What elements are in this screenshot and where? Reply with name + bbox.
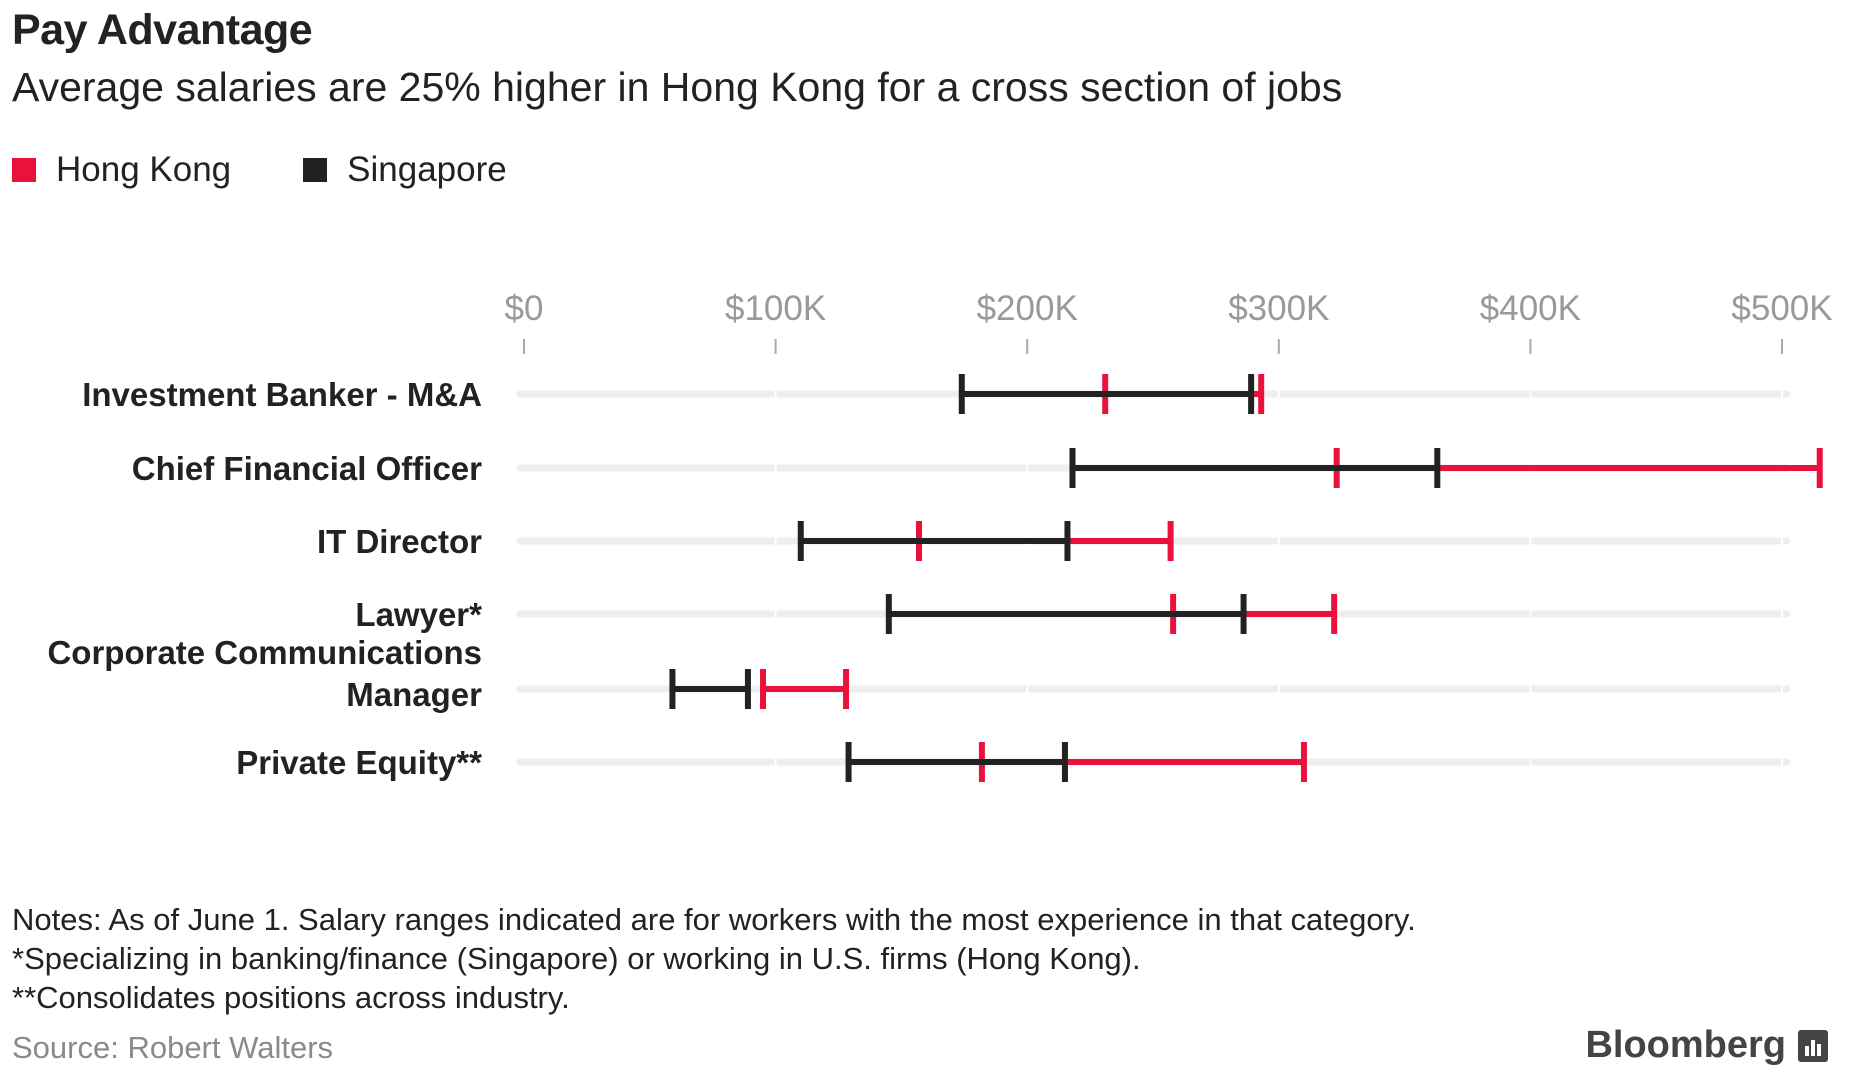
category-label: Investment Banker - M&A [82,376,482,413]
notes: Notes: As of June 1. Salary ranges indic… [12,900,1416,1017]
legend-label-hong-kong: Hong Kong [56,150,232,189]
legend-label-singapore: Singapore [347,150,507,189]
chart-title: Pay Advantage [12,6,313,54]
legend: Hong Kong Singapore [12,150,579,190]
x-tick-label: $0 [505,289,544,328]
chart-subtitle: Average salaries are 25% higher in Hong … [12,64,1343,110]
note-line: **Consolidates positions across industry… [12,980,570,1015]
x-tick-label: $200K [977,289,1078,328]
note-line: *Specializing in banking/finance (Singap… [12,941,1141,976]
x-tick-label: $300K [1228,289,1329,328]
category-label: Lawyer* [355,596,482,633]
x-tick-label: $500K [1731,289,1832,328]
bloomberg-chart-icon [1798,1029,1828,1062]
category-label: Corporate Communications [47,634,482,671]
legend-swatch-hong-kong [12,158,36,182]
legend-item-hong-kong: Hong Kong [12,150,231,190]
range-chart: $0 $100K $200K $300K $400K $500K Investment Ba… [47,289,1833,782]
legend-swatch-singapore [303,158,328,182]
legend-item-singapore: Singapore [303,150,507,190]
source-label: Source: Robert Walters [12,1030,334,1065]
category-label: Private Equity** [236,744,482,781]
category-label: IT Director [317,523,482,560]
category-label: Manager [346,676,482,713]
category-label: Chief Financial Officer [132,450,482,487]
note-line: Notes: As of June 1. Salary ranges indic… [12,902,1416,937]
x-tick-label: $400K [1480,289,1581,328]
brand-name: Bloomberg [1585,1024,1786,1066]
x-tick-label: $100K [725,289,826,328]
brand-logo: Bloomberg [1585,1024,1828,1067]
